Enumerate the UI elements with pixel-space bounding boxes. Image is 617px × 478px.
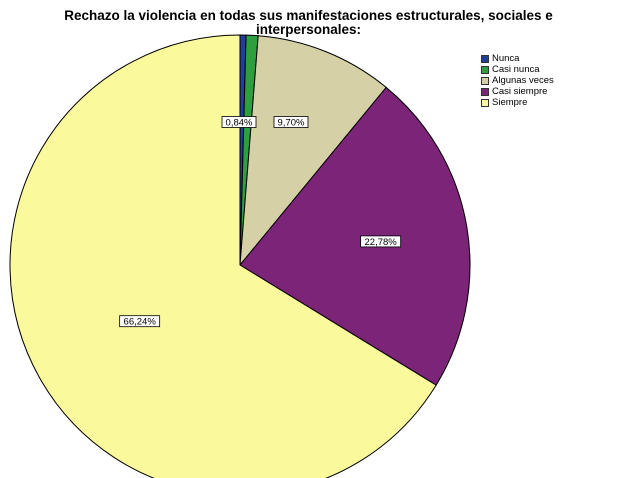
svg-text:66,24%: 66,24% [124, 317, 157, 328]
svg-text:0,84%: 0,84% [226, 118, 253, 129]
chart-title-line-1: Rechazo la violencia en todas sus manife… [64, 8, 553, 23]
legend-label-casi-siempre: Casi siempre [492, 86, 548, 97]
pie-slice-casi-siempre [239, 86, 471, 386]
svg-text:9,70%: 9,70% [278, 118, 305, 129]
legend-swatch-algunas-veces [481, 76, 489, 85]
pie-slice-algunas-veces [239, 35, 387, 267]
legend: Nunca Casi nunca Algunas veces Casi siempre… [481, 53, 554, 108]
legend-label-algunas-veces: Algunas veces [492, 75, 554, 86]
data-label-siempre: 66,24% [119, 315, 161, 328]
legend-item-casi-siempre: Casi siempre [481, 86, 554, 97]
data-label-algunas-veces: 9,70% [273, 116, 309, 129]
legend-swatch-siempre [481, 98, 489, 107]
data-label-casi-siempre: 22,78% [360, 235, 402, 248]
legend-label-nunca: Nunca [492, 53, 520, 64]
legend-item-siempre: Siempre [481, 97, 554, 108]
legend-swatch-nunca [481, 54, 489, 63]
legend-item-algunas-veces: Algunas veces [481, 75, 554, 86]
legend-item-casi-nunca: Casi nunca [481, 64, 554, 75]
svg-text:22,78%: 22,78% [365, 237, 398, 248]
chart-title-line-2: interpersonales: [255, 22, 362, 37]
chart-title: Rechazo la violencia en todas sus manife… [0, 9, 617, 37]
legend-item-nunca: Nunca [481, 53, 554, 64]
legend-label-casi-nunca: Casi nunca [492, 64, 540, 75]
legend-swatch-casi-nunca [481, 65, 489, 74]
legend-label-siempre: Siempre [492, 97, 528, 108]
legend-swatch-casi-siempre [481, 87, 489, 96]
pie-slice-siempre [9, 34, 437, 478]
data-label-casi-nunca: 0,84% [221, 116, 257, 129]
